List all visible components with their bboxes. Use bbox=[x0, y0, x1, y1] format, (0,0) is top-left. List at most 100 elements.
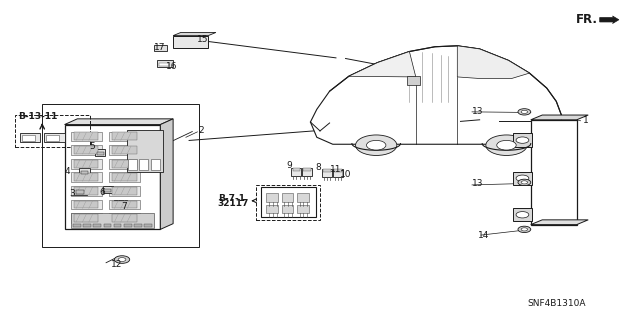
Bar bbox=[513, 172, 532, 185]
Bar bbox=[74, 160, 99, 167]
Polygon shape bbox=[65, 119, 173, 124]
Bar bbox=[282, 204, 293, 213]
Text: 4: 4 bbox=[65, 167, 70, 176]
Bar bbox=[109, 145, 140, 155]
Bar bbox=[74, 187, 99, 195]
Text: 16: 16 bbox=[166, 62, 177, 70]
Bar bbox=[109, 131, 140, 141]
Bar bbox=[334, 169, 342, 172]
Polygon shape bbox=[458, 46, 529, 78]
Text: 13: 13 bbox=[472, 107, 483, 116]
Bar bbox=[282, 194, 293, 202]
Polygon shape bbox=[349, 51, 416, 77]
Text: 8: 8 bbox=[316, 163, 321, 172]
Bar bbox=[44, 132, 65, 142]
Bar bbox=[266, 204, 278, 213]
Text: 5: 5 bbox=[89, 142, 95, 151]
Bar bbox=[20, 132, 40, 142]
Bar bbox=[22, 135, 35, 141]
Bar bbox=[71, 213, 102, 223]
Bar bbox=[513, 133, 532, 147]
Bar bbox=[93, 224, 101, 227]
Bar bbox=[256, 185, 320, 220]
Bar bbox=[71, 186, 102, 196]
Bar bbox=[531, 120, 577, 225]
Bar bbox=[74, 201, 99, 208]
Circle shape bbox=[367, 140, 386, 150]
Bar bbox=[134, 224, 142, 227]
Polygon shape bbox=[600, 16, 619, 24]
Text: B-13-11: B-13-11 bbox=[19, 112, 58, 121]
Bar bbox=[127, 130, 163, 172]
Bar bbox=[124, 224, 132, 227]
Circle shape bbox=[518, 179, 531, 186]
Text: 9: 9 bbox=[287, 161, 292, 170]
Bar bbox=[109, 186, 140, 196]
Circle shape bbox=[516, 211, 529, 218]
Text: FR.: FR. bbox=[576, 13, 598, 26]
Circle shape bbox=[118, 258, 126, 262]
Bar bbox=[261, 187, 316, 217]
Bar bbox=[71, 131, 102, 141]
Bar bbox=[109, 213, 140, 223]
Circle shape bbox=[521, 228, 527, 231]
Bar bbox=[71, 213, 154, 228]
Text: 7: 7 bbox=[121, 202, 127, 211]
Text: 32117: 32117 bbox=[218, 198, 249, 208]
Circle shape bbox=[497, 140, 516, 150]
Bar bbox=[71, 200, 102, 209]
Bar bbox=[97, 152, 104, 155]
Text: 12: 12 bbox=[111, 260, 122, 269]
Text: 14: 14 bbox=[478, 231, 490, 240]
Bar bbox=[74, 146, 99, 154]
Bar bbox=[74, 173, 99, 181]
Bar bbox=[154, 46, 167, 50]
Bar bbox=[323, 169, 331, 172]
Bar bbox=[71, 172, 102, 182]
Text: 6: 6 bbox=[100, 188, 106, 197]
Bar bbox=[104, 189, 111, 192]
Text: 13: 13 bbox=[472, 179, 483, 188]
Bar bbox=[173, 36, 208, 48]
Bar bbox=[109, 172, 140, 182]
Bar bbox=[322, 169, 332, 177]
Bar bbox=[157, 60, 173, 67]
Text: 11: 11 bbox=[330, 165, 341, 174]
Circle shape bbox=[521, 181, 527, 184]
Bar bbox=[109, 200, 140, 209]
Bar bbox=[65, 124, 161, 229]
Bar bbox=[15, 115, 90, 147]
Polygon shape bbox=[531, 115, 588, 120]
Bar bbox=[95, 149, 106, 156]
Bar bbox=[266, 194, 278, 202]
Bar bbox=[303, 168, 311, 171]
Bar bbox=[513, 208, 532, 221]
Bar bbox=[74, 187, 87, 195]
Bar bbox=[159, 63, 169, 66]
Bar bbox=[79, 168, 90, 175]
Bar bbox=[104, 224, 111, 227]
Bar bbox=[76, 190, 84, 194]
Bar bbox=[74, 132, 99, 140]
Bar bbox=[291, 168, 301, 176]
Text: 17: 17 bbox=[154, 43, 166, 52]
Circle shape bbox=[516, 137, 529, 143]
Bar bbox=[74, 214, 99, 222]
Bar bbox=[73, 224, 81, 227]
Bar bbox=[145, 224, 152, 227]
Polygon shape bbox=[531, 220, 588, 225]
Text: 2: 2 bbox=[198, 126, 204, 135]
Text: B-7-1: B-7-1 bbox=[218, 194, 245, 203]
Bar bbox=[113, 201, 137, 208]
Bar bbox=[113, 214, 137, 222]
Polygon shape bbox=[173, 33, 216, 36]
Bar bbox=[103, 187, 113, 193]
Bar bbox=[46, 135, 59, 141]
Bar bbox=[83, 224, 91, 227]
Bar bbox=[113, 146, 137, 154]
Bar bbox=[113, 160, 137, 167]
Circle shape bbox=[521, 110, 527, 114]
Bar bbox=[151, 159, 160, 170]
Bar bbox=[113, 187, 137, 195]
Circle shape bbox=[518, 109, 531, 115]
